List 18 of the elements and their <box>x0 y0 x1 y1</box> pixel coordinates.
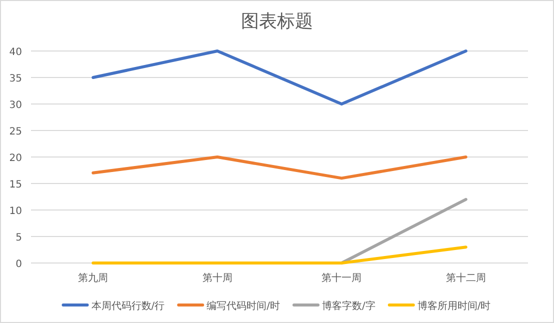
y-tick-label: 40 <box>9 47 22 58</box>
y-tick-label: 5 <box>16 232 22 244</box>
y-tick-label: 30 <box>9 100 22 111</box>
x-tick-label: 第十周 <box>202 272 232 284</box>
legend-label: 博客字数/字 <box>322 300 376 312</box>
legend-label: 本周代码行数/行 <box>91 300 165 312</box>
x-tick-label: 第九周 <box>78 272 108 284</box>
y-tick-label: 15 <box>9 180 22 190</box>
y-tick-label: 25 <box>9 126 22 138</box>
legend-label: 博客所用时间/时 <box>417 300 491 312</box>
chart-title: 图表标题 <box>241 11 313 32</box>
x-tick-label: 第十一周 <box>322 272 362 284</box>
legend-label: 编写代码时间/时 <box>206 300 280 312</box>
y-tick-label: 0 <box>16 259 22 270</box>
y-tick-label: 35 <box>9 74 22 84</box>
x-tick-label: 第十二周 <box>446 272 486 284</box>
y-tick-label: 10 <box>9 206 22 217</box>
y-tick-label: 20 <box>9 153 22 164</box>
